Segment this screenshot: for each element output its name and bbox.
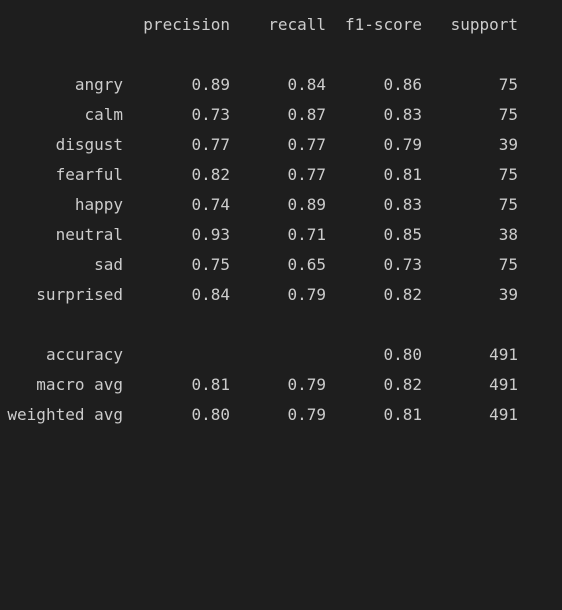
row-precision: 0.75 (191, 255, 230, 274)
row-label: weighted avg (7, 405, 123, 424)
row-recall: 0.89 (287, 195, 326, 214)
classification-report: precision recall f1-score support angry … (0, 10, 562, 430)
row-f1-score: 0.86 (383, 75, 422, 94)
row-f1-score: 0.73 (383, 255, 422, 274)
row-label: calm (84, 105, 123, 124)
table-row: sad 0.75 0.65 0.73 75 (0, 250, 562, 280)
row-support: 491 (489, 345, 518, 364)
table-row: surprised 0.84 0.79 0.82 39 (0, 280, 562, 310)
row-recall: 0.84 (287, 75, 326, 94)
row-recall: 0.77 (287, 165, 326, 184)
row-f1-score: 0.83 (383, 105, 422, 124)
row-recall: 0.77 (287, 135, 326, 154)
row-f1-score: 0.85 (383, 225, 422, 244)
row-recall: 0.71 (287, 225, 326, 244)
table-row: disgust 0.77 0.77 0.79 39 (0, 130, 562, 160)
header-precision: precision (143, 15, 230, 34)
header-support: support (450, 15, 518, 34)
row-f1-score: 0.80 (383, 345, 422, 364)
row-precision (130, 340, 230, 370)
report-header: precision recall f1-score support (0, 10, 562, 40)
row-precision: 0.82 (191, 165, 230, 184)
table-row: angry 0.89 0.84 0.86 75 (0, 70, 562, 100)
row-label: neutral (55, 225, 123, 244)
row-f1-score: 0.82 (383, 375, 422, 394)
header-f1-score: f1-score (344, 15, 422, 34)
row-support: 75 (498, 75, 518, 94)
row-support: 75 (498, 255, 518, 274)
row-f1-score: 0.82 (383, 285, 422, 304)
row-label: angry (74, 75, 123, 94)
row-label: fearful (55, 165, 123, 184)
row-f1-score: 0.81 (383, 405, 422, 424)
row-label: accuracy (45, 345, 123, 364)
row-label: macro avg (36, 375, 123, 394)
row-precision: 0.93 (191, 225, 230, 244)
row-support: 75 (498, 195, 518, 214)
summary-row-macro-avg: macro avg 0.81 0.79 0.82 491 (0, 370, 562, 400)
row-label: sad (94, 255, 123, 274)
row-precision: 0.84 (191, 285, 230, 304)
row-recall: 0.87 (287, 105, 326, 124)
row-recall: 0.79 (287, 375, 326, 394)
row-precision: 0.74 (191, 195, 230, 214)
row-precision: 0.89 (191, 75, 230, 94)
row-precision: 0.77 (191, 135, 230, 154)
row-recall: 0.65 (287, 255, 326, 274)
row-f1-score: 0.81 (383, 165, 422, 184)
row-support: 491 (489, 375, 518, 394)
table-row: neutral 0.93 0.71 0.85 38 (0, 220, 562, 250)
header-recall: recall (268, 15, 326, 34)
row-label: disgust (55, 135, 123, 154)
table-row: happy 0.74 0.89 0.83 75 (0, 190, 562, 220)
row-label: surprised (36, 285, 123, 304)
row-f1-score: 0.83 (383, 195, 422, 214)
row-recall: 0.79 (287, 285, 326, 304)
row-recall: 0.79 (287, 405, 326, 424)
row-recall (240, 340, 326, 370)
table-row: calm 0.73 0.87 0.83 75 (0, 100, 562, 130)
row-precision: 0.81 (191, 375, 230, 394)
row-precision: 0.80 (191, 405, 230, 424)
row-support: 75 (498, 165, 518, 184)
row-support: 491 (489, 405, 518, 424)
row-f1-score: 0.79 (383, 135, 422, 154)
row-support: 38 (498, 225, 518, 244)
row-precision: 0.73 (191, 105, 230, 124)
row-support: 39 (498, 285, 518, 304)
row-support: 39 (498, 135, 518, 154)
row-support: 75 (498, 105, 518, 124)
row-label: happy (74, 195, 123, 214)
summary-row-weighted-avg: weighted avg 0.80 0.79 0.81 491 (0, 400, 562, 430)
summary-row-accuracy: accuracy 0.80 491 (0, 340, 562, 370)
table-row: fearful 0.82 0.77 0.81 75 (0, 160, 562, 190)
